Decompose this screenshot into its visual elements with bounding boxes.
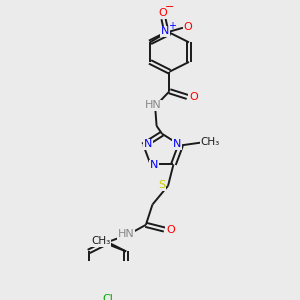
Text: HN: HN [145,100,162,110]
Text: S: S [158,180,165,190]
Text: HN: HN [118,229,134,239]
Text: N: N [161,26,169,36]
Text: Cl: Cl [102,294,113,300]
Text: O: O [158,8,167,18]
Text: +: + [168,21,176,31]
Text: O: O [189,92,198,103]
Text: N: N [150,160,158,170]
Text: O: O [183,22,192,32]
Text: N: N [143,140,152,149]
Text: O: O [166,225,175,235]
Text: N: N [173,140,181,149]
Text: CH₃: CH₃ [201,137,220,147]
Text: −: − [165,2,174,12]
Text: CH₃: CH₃ [91,236,111,246]
